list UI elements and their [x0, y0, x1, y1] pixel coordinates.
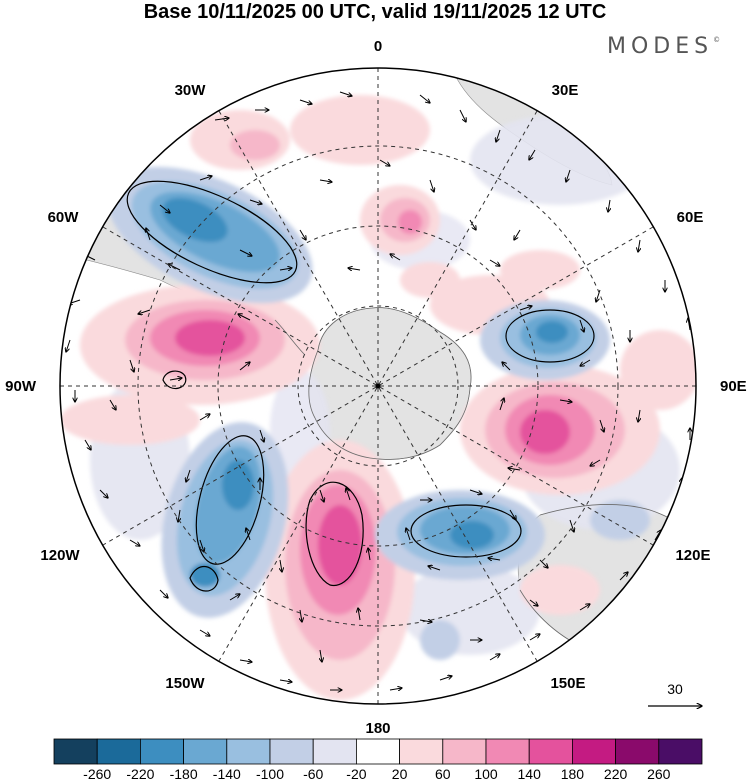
- lon-label-60e: 60E: [677, 209, 704, 226]
- map-boundary: [59, 67, 697, 705]
- graticule: [60, 68, 696, 704]
- lon-label-120w: 120W: [40, 547, 80, 564]
- lon-label-150e: 150E: [550, 675, 585, 692]
- map-title: Base 10/11/2025 00 UTC, valid 19/11/2025…: [143, 1, 607, 23]
- lon-label-120e: 120E: [675, 547, 710, 564]
- lon-label-90w: 90W: [5, 378, 37, 395]
- lon-label-150w: 150W: [165, 675, 205, 692]
- south-pole-marker: [375, 383, 381, 389]
- colorbar-tick-label: 220: [604, 766, 628, 782]
- wind-vectors: [66, 91, 690, 690]
- colorbar-swatch: [269, 738, 314, 765]
- colorbar-swatch: [312, 738, 357, 765]
- colorbar-tick-label: -60: [303, 766, 323, 782]
- colorbar-swatch: [139, 738, 184, 765]
- colorbar-swatch: [226, 738, 271, 765]
- colorbar-swatch: [96, 738, 141, 765]
- colorbar-tick-label: -140: [213, 766, 241, 782]
- reference-vector-label: 30: [667, 681, 683, 697]
- colorbar-swatch: [399, 738, 444, 765]
- lon-label-180: 180: [365, 720, 390, 737]
- colorbar-swatch: [442, 738, 487, 765]
- colorbar-tick-label: -20: [346, 766, 366, 782]
- colorbar-swatch: [355, 738, 400, 765]
- lon-label-0: 0: [374, 38, 382, 55]
- colorbar-tick-label: 20: [392, 766, 408, 782]
- colorbar-swatch: [485, 738, 530, 765]
- lon-label-30e: 30E: [552, 82, 579, 99]
- map-disk: [60, 68, 696, 704]
- colorbar-swatch: [528, 738, 573, 765]
- brand-copyright: ©: [713, 36, 721, 44]
- contour-layer: [126, 180, 595, 592]
- colorbar: -260 -220 -180 -140 -100 -60 -20 20 60 100 140 180 2…: [53, 738, 703, 782]
- colorbar-tick-label: 180: [561, 766, 585, 782]
- lon-label-30w: 30W: [175, 82, 207, 99]
- lon-label-60w: 60W: [48, 209, 80, 226]
- lon-label-90e: 90E: [720, 378, 747, 395]
- brand-text: MODES: [607, 34, 714, 59]
- colorbar-swatch: [572, 738, 617, 765]
- colorbar-tick-label: -180: [170, 766, 198, 782]
- colorbar-tick-label: -260: [83, 766, 111, 782]
- modes-logo: MODES©: [607, 34, 720, 59]
- colorbar-swatch: [615, 738, 660, 765]
- colorbar-tick-label: 100: [474, 766, 498, 782]
- colorbar-swatch: [658, 738, 703, 765]
- colorbar-tick-label: -220: [126, 766, 154, 782]
- colorbar-swatch: [183, 738, 228, 765]
- colorbar-tick-label: 140: [518, 766, 542, 782]
- colorbar-tick-label: -100: [256, 766, 284, 782]
- colorbar-tick-label: 260: [647, 766, 671, 782]
- colorbar-swatch: [53, 738, 98, 765]
- colorbar-tick-label: 60: [435, 766, 451, 782]
- reference-vector: 30: [648, 681, 702, 706]
